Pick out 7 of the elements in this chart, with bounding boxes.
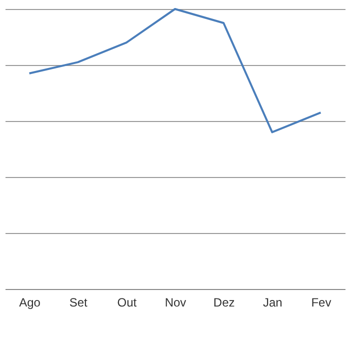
x-tick-label: Set bbox=[69, 296, 88, 310]
x-tick-label: Jan bbox=[262, 296, 282, 310]
x-tick-label: Ago bbox=[19, 296, 41, 310]
x-tick-label: Out bbox=[117, 296, 138, 310]
x-tick-label: Dez bbox=[213, 296, 235, 310]
x-tick-label: Fev bbox=[311, 296, 332, 310]
x-tick-label: Nov bbox=[164, 296, 186, 310]
